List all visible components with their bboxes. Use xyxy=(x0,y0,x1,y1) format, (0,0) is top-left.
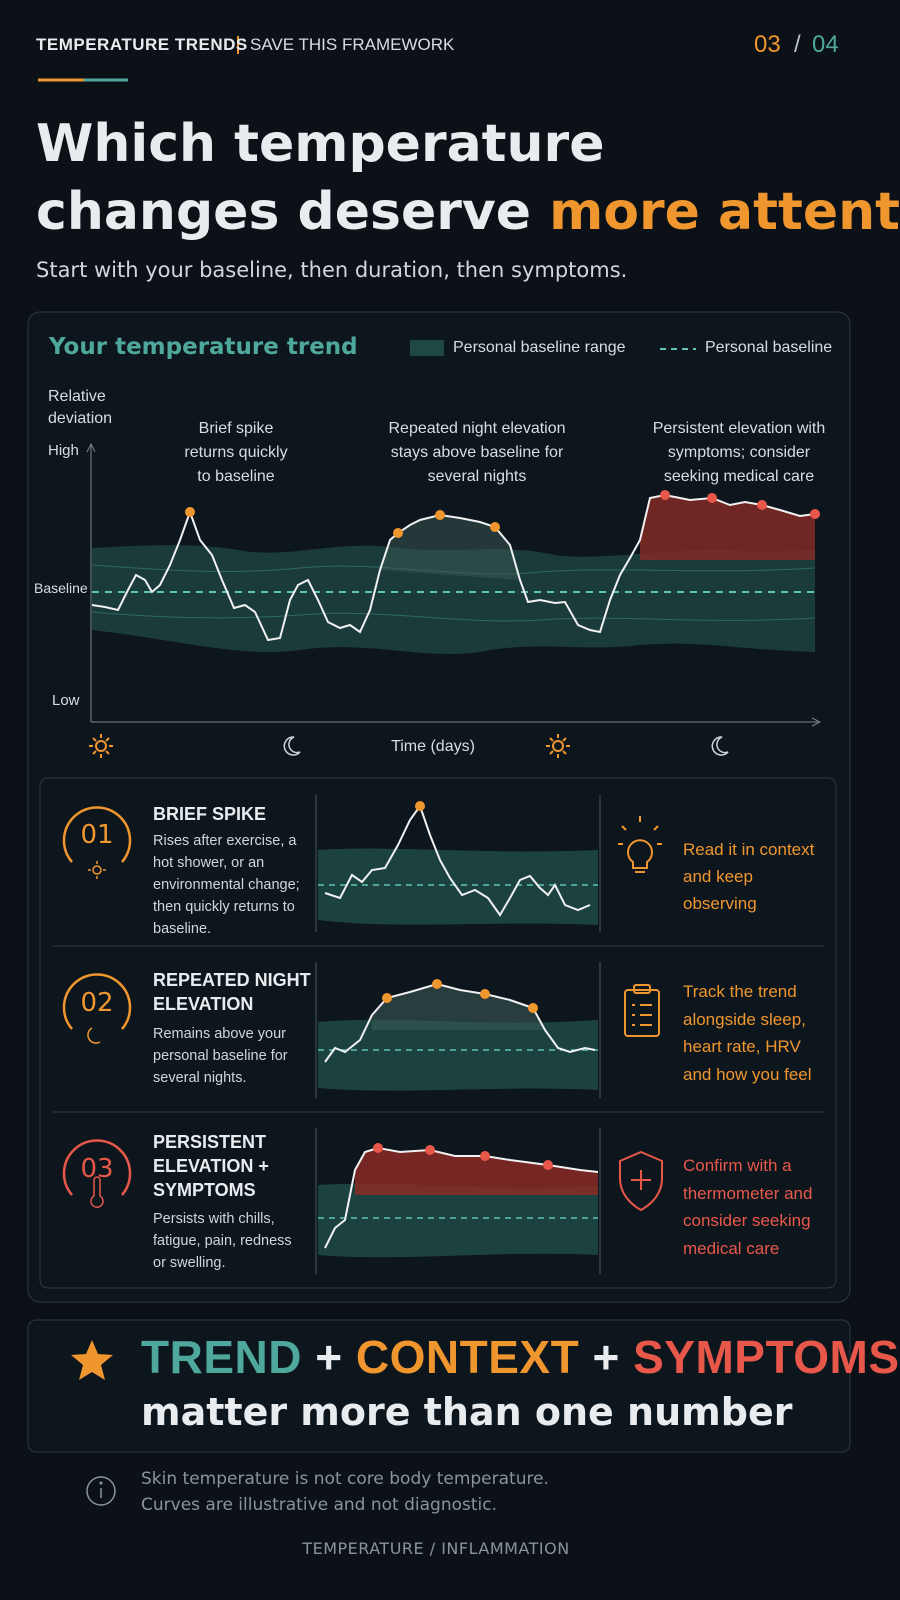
bulb-icon xyxy=(618,816,662,873)
mini-curve xyxy=(324,982,596,1063)
banner-word: CONTEXT xyxy=(355,1331,580,1383)
title-text: changes deserve xyxy=(36,182,532,242)
card-action: Read it in context and keep observing xyxy=(683,840,815,913)
page-total: 04 xyxy=(812,31,839,58)
mini-band xyxy=(318,1019,598,1091)
banner-word: TREND xyxy=(141,1331,302,1383)
mini-area xyxy=(372,984,545,1030)
clipboard-icon xyxy=(624,984,660,1037)
legend-label: Personal baseline range xyxy=(453,339,626,356)
legend-swatch xyxy=(410,340,444,356)
trend-title: Your temperature trend xyxy=(49,334,358,360)
banner-word: SYMPTOMS xyxy=(633,1331,900,1383)
legend-label: Personal baseline xyxy=(705,339,833,356)
card-description: Rises after exercise, a hot shower, or a… xyxy=(153,833,300,937)
baseline-band xyxy=(92,545,815,654)
band-contour xyxy=(91,611,816,622)
star-icon xyxy=(71,1340,113,1380)
mini-dots xyxy=(373,1143,553,1170)
highlight-dots xyxy=(185,507,500,538)
footer: TEMPERATURE / INFLAMMATION xyxy=(302,1539,570,1558)
page-separator: / xyxy=(794,31,801,58)
annotation: Brief spike returns quickly to baseline xyxy=(184,420,288,485)
mini-dot xyxy=(415,801,425,811)
y-axis-label: Relative deviation xyxy=(48,388,113,427)
annotation: Persistent elevation with symptoms; cons… xyxy=(652,420,826,485)
x-axis-label: Time (days) xyxy=(391,738,475,755)
card-number: 03 xyxy=(80,1154,114,1184)
mini-dots xyxy=(382,979,538,1013)
moon-icon xyxy=(283,736,301,756)
info-icon xyxy=(86,1476,116,1506)
highlight-dots xyxy=(660,490,820,519)
title-highlight: more attention? xyxy=(549,182,900,242)
banner-plus: + xyxy=(592,1331,620,1383)
mini-band xyxy=(318,1183,598,1258)
axis-arrows xyxy=(86,442,822,727)
banner-plus: + xyxy=(315,1331,343,1383)
note-line: Skin temperature is not core body temper… xyxy=(141,1469,549,1489)
elevation-area xyxy=(380,515,520,580)
sun-icon xyxy=(546,734,570,758)
small-moon xyxy=(87,1027,101,1044)
cards-box xyxy=(39,777,837,1289)
mini-curve xyxy=(324,803,591,917)
thermometer-icon xyxy=(90,1176,104,1208)
title-line: Which temperature xyxy=(36,114,605,174)
card-title: REPEATED NIGHT ELEVATION xyxy=(153,970,311,1014)
shield-icon xyxy=(619,1150,663,1212)
section-label: TEMPERATURE TRENDS xyxy=(36,35,248,54)
card-action: Confirm with a thermometer and consider … xyxy=(683,1156,813,1258)
page-current: 03 xyxy=(754,31,781,58)
card-number: 01 xyxy=(80,820,114,850)
y-level: High xyxy=(48,442,79,459)
mini-band xyxy=(318,848,598,925)
y-level: Baseline xyxy=(34,580,88,596)
mini-area xyxy=(355,1148,598,1195)
card-description: Persists with chills, fatigue, pain, red… xyxy=(153,1211,292,1271)
card-title: PERSISTENT ELEVATION + SYMPTOMS xyxy=(153,1132,269,1200)
banner-line: TREND + CONTEXT + SYMPTOMS xyxy=(141,1330,900,1384)
card-action: Track the trend alongside sleep, heart r… xyxy=(683,982,812,1084)
subtitle: Start with your baseline, then duration,… xyxy=(36,258,628,282)
moon-icon xyxy=(711,736,729,756)
card-number: 02 xyxy=(80,988,114,1018)
elevation-area xyxy=(640,495,815,560)
note-line: Curves are illustrative and not diagnost… xyxy=(141,1495,498,1515)
annotation: Repeated night elevation stays above bas… xyxy=(388,420,566,485)
mini-curve xyxy=(324,1146,599,1249)
card-description: Remains above your personal baseline for… xyxy=(153,1026,288,1086)
small-sun xyxy=(88,861,106,879)
tag-label: SAVE THIS FRAMEWORK xyxy=(250,35,455,54)
banner-line2: matter more than one number xyxy=(141,1390,793,1434)
card-rings xyxy=(62,806,132,1196)
banner-box xyxy=(27,1319,851,1453)
title-line: changes deserve more attention? xyxy=(36,180,900,244)
y-level: Low xyxy=(52,692,80,709)
card-title: BRIEF SPIKE xyxy=(153,804,267,824)
sun-icon xyxy=(89,734,113,758)
